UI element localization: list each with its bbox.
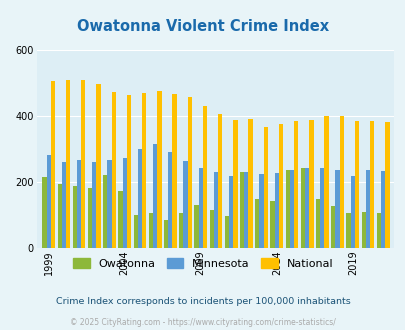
Bar	[179, 213, 183, 248]
Text: © 2025 CityRating.com - https://www.cityrating.com/crime-statistics/: © 2025 CityRating.com - https://www.city…	[70, 318, 335, 327]
Bar	[369, 121, 373, 248]
Bar	[168, 152, 172, 248]
Bar	[244, 172, 248, 248]
Bar	[187, 97, 192, 248]
Bar	[164, 220, 168, 248]
Bar	[361, 212, 365, 248]
Bar	[224, 216, 228, 248]
Bar	[183, 161, 187, 248]
Bar	[137, 148, 142, 248]
Bar	[107, 160, 111, 248]
Bar	[96, 84, 100, 248]
Bar	[111, 92, 115, 248]
Bar	[380, 171, 384, 248]
Bar	[81, 80, 85, 248]
Bar	[330, 206, 335, 248]
Bar	[148, 213, 153, 248]
Bar	[254, 199, 259, 248]
Bar	[248, 119, 252, 248]
Bar	[103, 175, 107, 248]
Bar	[354, 121, 358, 248]
Bar	[263, 127, 267, 248]
Bar	[300, 168, 304, 248]
Bar	[88, 188, 92, 248]
Bar	[213, 172, 217, 248]
Bar	[172, 94, 176, 248]
Bar	[77, 160, 81, 248]
Bar	[259, 174, 263, 248]
Bar	[157, 91, 161, 248]
Bar	[122, 158, 126, 248]
Bar	[376, 213, 380, 248]
Bar	[42, 177, 47, 248]
Bar	[309, 120, 313, 248]
Bar	[315, 199, 320, 248]
Bar	[289, 170, 293, 248]
Bar	[58, 184, 62, 248]
Bar	[270, 201, 274, 248]
Bar	[126, 95, 131, 248]
Bar	[209, 210, 213, 248]
Bar	[285, 170, 289, 248]
Bar	[324, 116, 328, 248]
Bar	[384, 122, 389, 248]
Bar	[304, 168, 309, 248]
Bar	[142, 93, 146, 248]
Bar	[118, 191, 122, 248]
Bar	[194, 205, 198, 248]
Bar	[365, 170, 369, 248]
Bar	[274, 173, 278, 248]
Bar	[153, 144, 157, 248]
Text: Crime Index corresponds to incidents per 100,000 inhabitants: Crime Index corresponds to incidents per…	[55, 297, 350, 307]
Bar	[198, 168, 202, 248]
Bar	[72, 186, 77, 248]
Bar	[278, 124, 282, 248]
Bar	[47, 155, 51, 248]
Bar	[339, 116, 343, 248]
Bar	[335, 170, 339, 248]
Bar	[92, 162, 96, 248]
Bar	[345, 213, 350, 248]
Bar	[239, 172, 244, 248]
Bar	[62, 162, 66, 248]
Bar	[228, 176, 233, 248]
Bar	[133, 214, 137, 248]
Bar	[66, 80, 70, 248]
Legend: Owatonna, Minnesota, National: Owatonna, Minnesota, National	[68, 254, 337, 273]
Bar	[320, 168, 324, 248]
Bar	[51, 81, 55, 248]
Bar	[350, 176, 354, 248]
Bar	[293, 121, 298, 248]
Bar	[233, 120, 237, 248]
Text: Owatonna Violent Crime Index: Owatonna Violent Crime Index	[77, 19, 328, 34]
Bar	[217, 114, 222, 248]
Bar	[202, 106, 207, 248]
